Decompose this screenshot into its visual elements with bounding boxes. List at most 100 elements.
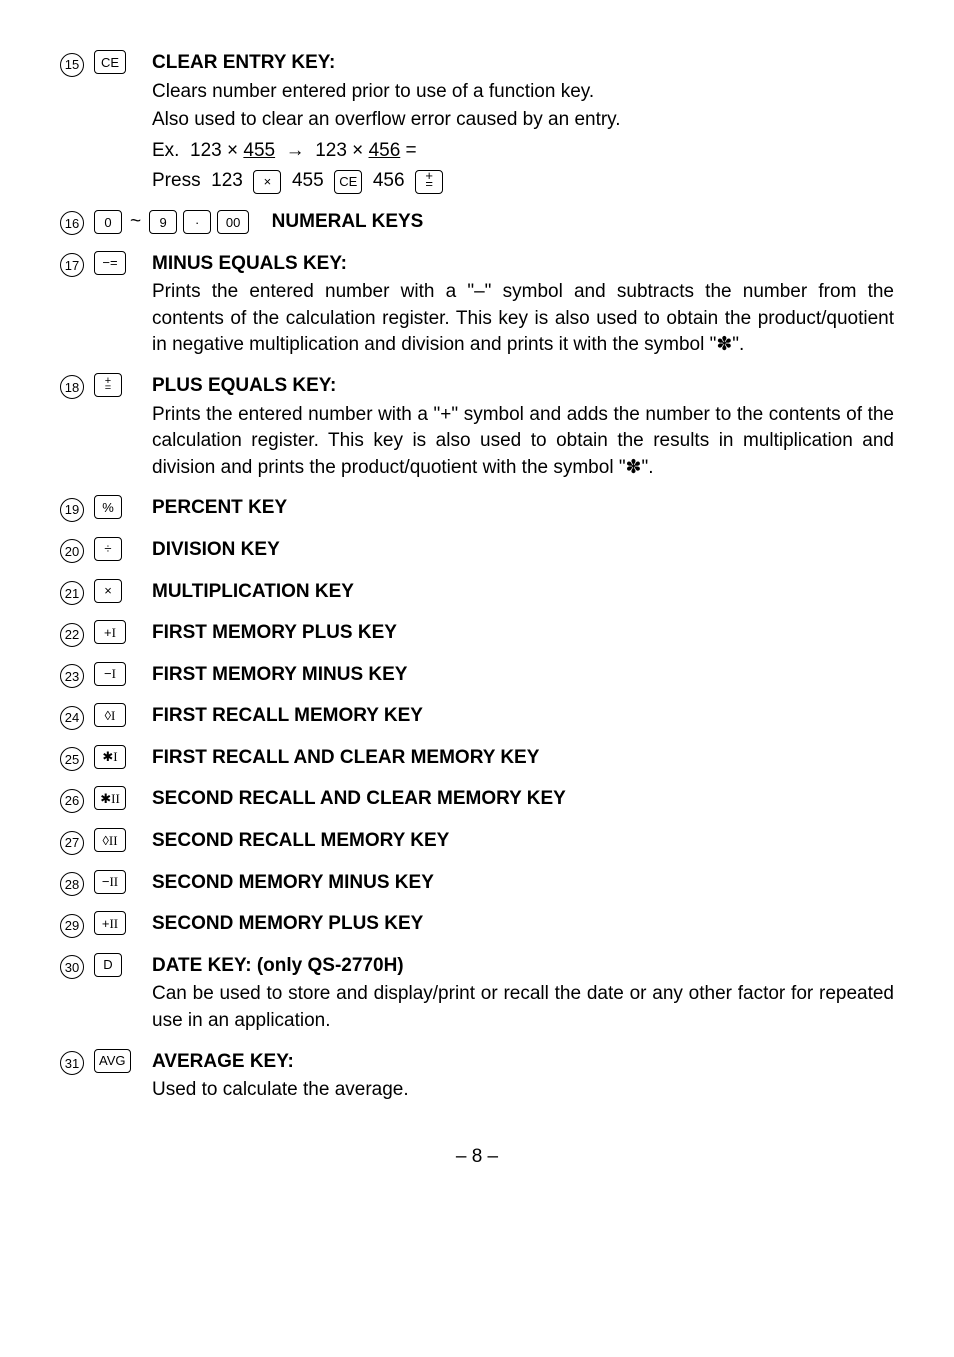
key-CE: CE bbox=[94, 50, 126, 74]
desc-line: Used to calculate the average. bbox=[152, 1077, 894, 1104]
key-col: += bbox=[94, 373, 138, 397]
item-row-28: 28 −II SECOND MEMORY MINUS KEY bbox=[60, 870, 894, 898]
key-col: D bbox=[94, 953, 138, 977]
item-number-17: 17 bbox=[60, 253, 84, 277]
item-number-28: 28 bbox=[60, 872, 84, 896]
page-number: – 8 – bbox=[60, 1144, 894, 1171]
num-col: 25 bbox=[60, 745, 94, 773]
desc-col: FIRST MEMORY PLUS KEY bbox=[152, 620, 894, 647]
key-title: SECOND MEMORY PLUS KEY bbox=[152, 913, 423, 934]
key: +I bbox=[94, 620, 126, 644]
key-title: NUMERAL KEYS bbox=[272, 209, 424, 236]
item-row-27: 27◊IISECOND RECALL MEMORY KEY bbox=[60, 828, 894, 856]
key-title: MINUS EQUALS KEY: bbox=[152, 253, 347, 274]
item-number-26: 26 bbox=[60, 789, 84, 813]
num-col: 27 bbox=[60, 828, 94, 856]
desc-col: PLUS EQUALS KEY:Prints the entered numbe… bbox=[152, 373, 894, 481]
num-col: 23 bbox=[60, 662, 94, 690]
key-title: CLEAR ENTRY KEY: bbox=[152, 52, 335, 73]
item-row-30: 30DDATE KEY: (only QS-2770H)Can be used … bbox=[60, 953, 894, 1035]
num-col: 28 bbox=[60, 870, 94, 898]
item-number-21: 21 bbox=[60, 581, 84, 605]
desc-col: FIRST MEMORY MINUS KEY bbox=[152, 662, 894, 689]
key-col: −II bbox=[94, 870, 138, 894]
desc-col: FIRST RECALL AND CLEAR MEMORY KEY bbox=[152, 745, 894, 772]
item-row-19: 19% PERCENT KEY bbox=[60, 495, 894, 523]
item-row-23: 23 −I FIRST MEMORY MINUS KEY bbox=[60, 662, 894, 690]
item-number-18: 18 bbox=[60, 375, 84, 399]
num-col: 31 bbox=[60, 1049, 94, 1077]
item-row-29: 29 +II SECOND MEMORY PLUS KEY bbox=[60, 911, 894, 939]
num-col: 18 bbox=[60, 373, 94, 401]
item-number-29: 29 bbox=[60, 914, 84, 938]
key-title: DATE KEY: (only QS-2770H) bbox=[152, 955, 404, 976]
desc-col: PERCENT KEY bbox=[152, 495, 894, 522]
key-col: CE bbox=[94, 50, 138, 74]
example-line: Ex. 123 × 455 → 123 × 456 = bbox=[152, 138, 894, 165]
desc-col: MINUS EQUALS KEY:Prints the entered numb… bbox=[152, 251, 894, 359]
desc-col: AVERAGE KEY:Used to calculate the averag… bbox=[152, 1049, 894, 1104]
num-col: 29 bbox=[60, 911, 94, 939]
key-title: FIRST RECALL AND CLEAR MEMORY KEY bbox=[152, 747, 539, 768]
manual-key-list: 15CE CLEAR ENTRY KEY: Clears number entere… bbox=[60, 50, 894, 1104]
key-col: ÷ bbox=[94, 537, 138, 561]
num-col: 24 bbox=[60, 703, 94, 731]
desc-col: CLEAR ENTRY KEY: Clears number entered pr… bbox=[152, 50, 894, 195]
item-number-27: 27 bbox=[60, 831, 84, 855]
key-9: 9 bbox=[149, 210, 177, 234]
key-col: −I bbox=[94, 662, 138, 686]
key-AVG: AVG bbox=[94, 1049, 131, 1073]
item-number-22: 22 bbox=[60, 623, 84, 647]
item-row-20: 20÷ DIVISION KEY bbox=[60, 537, 894, 565]
desc-col: FIRST RECALL MEMORY KEY bbox=[152, 703, 894, 730]
key-%: % bbox=[94, 495, 122, 519]
key-·: · bbox=[183, 210, 211, 234]
num-col: 17 bbox=[60, 251, 94, 279]
item-number-19: 19 bbox=[60, 498, 84, 522]
key: ✱I bbox=[94, 745, 126, 769]
key-title: SECOND MEMORY MINUS KEY bbox=[152, 872, 434, 893]
key-×: × bbox=[94, 579, 122, 603]
key: −I bbox=[94, 662, 126, 686]
desc-col: SECOND RECALL AND CLEAR MEMORY KEY bbox=[152, 786, 894, 813]
item-number-31: 31 bbox=[60, 1051, 84, 1075]
key: −II bbox=[94, 870, 126, 894]
desc-col: SECOND MEMORY PLUS KEY bbox=[152, 911, 894, 938]
key: ✱II bbox=[94, 786, 126, 810]
key-col: % bbox=[94, 495, 138, 519]
key-title: PERCENT KEY bbox=[152, 497, 287, 518]
item-number-23: 23 bbox=[60, 664, 84, 688]
key-0: 0 bbox=[94, 210, 122, 234]
item-row-15: 15CE CLEAR ENTRY KEY: Clears number entere… bbox=[60, 50, 894, 195]
key-title: SECOND RECALL AND CLEAR MEMORY KEY bbox=[152, 788, 566, 809]
key-−=: −= bbox=[94, 251, 126, 275]
key-col: ✱II bbox=[94, 786, 138, 810]
num-col: 30 bbox=[60, 953, 94, 981]
item-number-16: 16 bbox=[60, 211, 84, 235]
key-D: D bbox=[94, 953, 122, 977]
key: ◊II bbox=[94, 828, 126, 852]
desc-line: Also used to clear an overflow error cau… bbox=[152, 107, 894, 134]
desc-col: SECOND MEMORY MINUS KEY bbox=[152, 870, 894, 897]
item-row-21: 21 × MULTIPLICATION KEY bbox=[60, 579, 894, 607]
desc-col: MULTIPLICATION KEY bbox=[152, 579, 894, 606]
item-row-31: 31 AVG AVERAGE KEY:Used to calculate the a… bbox=[60, 1049, 894, 1104]
item-number-25: 25 bbox=[60, 747, 84, 771]
num-col: 15 bbox=[60, 50, 94, 78]
key-title: DIVISION KEY bbox=[152, 539, 280, 560]
item-row-24: 24◊I FIRST RECALL MEMORY KEY bbox=[60, 703, 894, 731]
num-col: 26 bbox=[60, 786, 94, 814]
item-row-26: 26 ✱II SECOND RECALL AND CLEAR MEMORY KEY bbox=[60, 786, 894, 814]
desc-line: Clears number entered prior to use of a … bbox=[152, 79, 894, 106]
key-col: 0~9 · 00 NUMERAL KEYS bbox=[94, 209, 423, 236]
key-title: FIRST MEMORY PLUS KEY bbox=[152, 622, 397, 643]
key: ◊I bbox=[94, 703, 126, 727]
key: +II bbox=[94, 911, 126, 935]
item-number-30: 30 bbox=[60, 955, 84, 979]
item-row-18: 18 += PLUS EQUALS KEY:Prints the entered n… bbox=[60, 373, 894, 481]
key-00: 00 bbox=[217, 210, 249, 234]
key-col: AVG bbox=[94, 1049, 138, 1073]
num-col: 20 bbox=[60, 537, 94, 565]
item-row-22: 22 +I FIRST MEMORY PLUS KEY bbox=[60, 620, 894, 648]
item-row-25: 25 ✱I FIRST RECALL AND CLEAR MEMORY KEY bbox=[60, 745, 894, 773]
